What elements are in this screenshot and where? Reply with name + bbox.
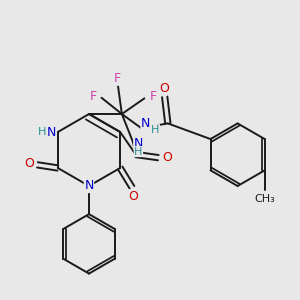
Text: CH₃: CH₃ bbox=[254, 194, 275, 204]
Text: F: F bbox=[89, 90, 97, 103]
Text: N: N bbox=[46, 125, 56, 139]
Text: H: H bbox=[38, 127, 46, 137]
Text: O: O bbox=[162, 151, 172, 164]
Text: O: O bbox=[24, 157, 34, 170]
Text: N: N bbox=[134, 136, 143, 150]
Text: H: H bbox=[151, 125, 160, 135]
Text: N: N bbox=[141, 117, 150, 130]
Text: O: O bbox=[159, 82, 169, 94]
Text: F: F bbox=[149, 90, 156, 103]
Text: F: F bbox=[114, 71, 121, 85]
Text: N: N bbox=[84, 179, 94, 193]
Text: O: O bbox=[129, 190, 139, 202]
Text: H: H bbox=[134, 147, 142, 157]
